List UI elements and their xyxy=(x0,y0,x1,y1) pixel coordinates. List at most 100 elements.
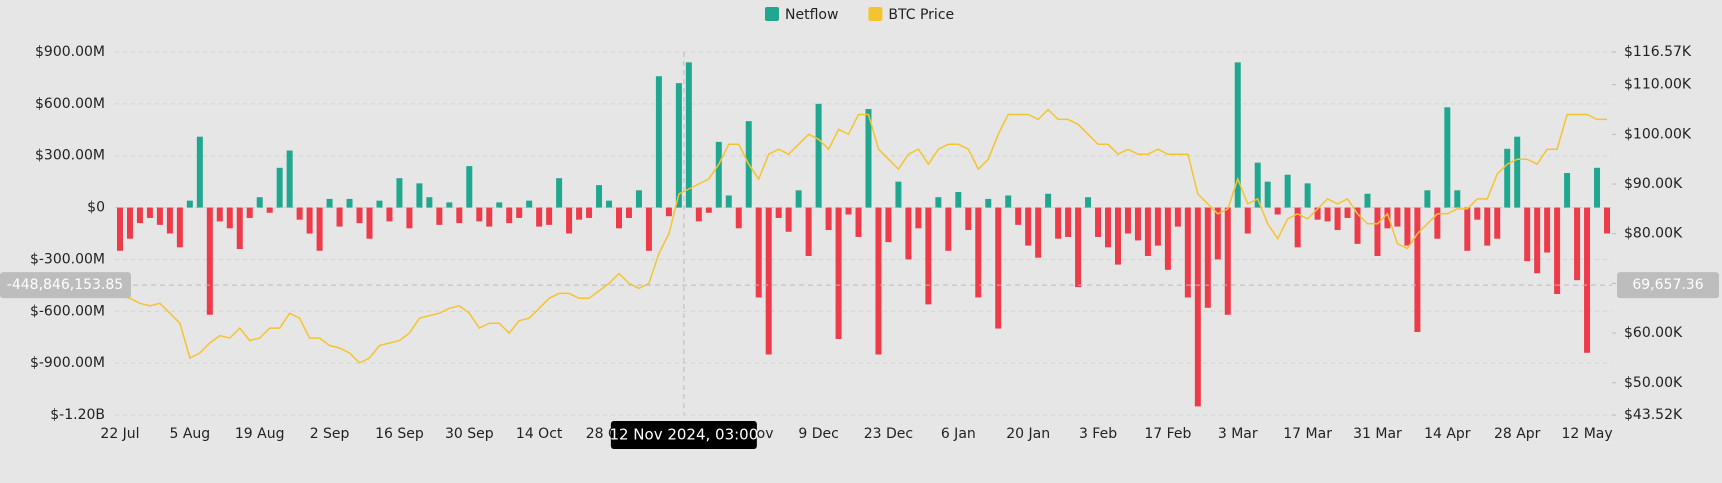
bar xyxy=(426,197,433,208)
bar xyxy=(516,207,523,218)
legend-label[interactable]: Netflow xyxy=(785,7,838,23)
bar xyxy=(1484,207,1491,246)
x-tick-label: 22 Jul xyxy=(100,426,139,442)
y2-tick-label: $43.52K xyxy=(1624,407,1683,423)
bar xyxy=(1124,207,1131,234)
bar xyxy=(1564,173,1571,208)
bar xyxy=(1314,207,1321,220)
bar xyxy=(376,200,383,208)
bar xyxy=(276,167,283,208)
bar xyxy=(995,207,1002,329)
bar xyxy=(945,207,952,251)
bar xyxy=(606,200,613,208)
x-tick-label: 6 Jan xyxy=(941,426,976,442)
bar xyxy=(1065,207,1072,237)
bar xyxy=(436,207,443,225)
x-tick-label: 20 Jan xyxy=(1006,426,1050,442)
x-tick-label: 17 Feb xyxy=(1144,426,1191,442)
bar xyxy=(665,207,672,217)
bar xyxy=(635,190,642,208)
y2-tick-label: $116.57K xyxy=(1624,44,1692,60)
bar xyxy=(935,197,942,208)
bar xyxy=(266,207,273,213)
bar xyxy=(1514,136,1521,208)
bar xyxy=(1524,207,1531,262)
bar xyxy=(785,207,792,232)
bar xyxy=(755,207,762,298)
bar xyxy=(1234,62,1241,208)
bar xyxy=(136,207,143,224)
bar xyxy=(1384,207,1391,229)
bar xyxy=(775,207,782,218)
bar xyxy=(1304,183,1311,208)
bar xyxy=(855,207,862,237)
bar xyxy=(885,207,892,243)
bar xyxy=(306,207,313,234)
y2-tick-label: $60.00K xyxy=(1624,325,1683,341)
bar xyxy=(456,207,463,224)
x-tick-label: 3 Feb xyxy=(1079,426,1117,442)
bar xyxy=(1204,207,1211,308)
bar xyxy=(985,198,992,208)
bar xyxy=(366,207,373,239)
y2-tick-label: $90.00K xyxy=(1624,176,1683,192)
bar xyxy=(1095,207,1102,237)
bar xyxy=(556,178,563,208)
bar xyxy=(1444,107,1451,208)
crosshair-y-box xyxy=(0,272,131,299)
legend-swatch[interactable] xyxy=(868,7,883,21)
y2-tick-label: $50.00K xyxy=(1624,375,1683,391)
bar xyxy=(1494,207,1501,239)
bar xyxy=(685,62,692,208)
bar xyxy=(805,207,812,256)
price-line xyxy=(119,108,1607,364)
bar xyxy=(236,207,243,250)
bar xyxy=(1374,207,1381,256)
x-tick-label: 28 Apr xyxy=(1494,426,1541,442)
bar xyxy=(1274,207,1281,215)
bar xyxy=(975,207,982,298)
bar xyxy=(1434,207,1441,239)
bar xyxy=(1055,207,1062,239)
bar xyxy=(705,207,712,213)
bar xyxy=(316,207,323,251)
bar xyxy=(1504,148,1511,208)
bar xyxy=(1184,207,1191,298)
bar xyxy=(1294,207,1301,248)
bar xyxy=(925,207,932,305)
y-tick-label: $-1.20B xyxy=(50,407,105,423)
legend-label[interactable]: BTC Price xyxy=(888,7,954,23)
bar xyxy=(1085,197,1092,208)
bar xyxy=(1604,207,1611,234)
y-tick-label: $-600.00M xyxy=(30,303,105,319)
bar xyxy=(1404,207,1411,246)
y2-tick-label: $100.00K xyxy=(1624,126,1692,142)
bar xyxy=(1574,207,1581,281)
bar xyxy=(166,207,173,234)
bar xyxy=(1324,207,1331,222)
bar xyxy=(1264,181,1271,208)
x-tick-label: 19 Aug xyxy=(235,426,285,442)
bar xyxy=(725,195,732,208)
x-tick-label: 30 Sep xyxy=(445,426,494,442)
bar xyxy=(156,207,163,225)
legend-swatch[interactable] xyxy=(765,7,779,21)
bar xyxy=(1464,207,1471,251)
bar xyxy=(1035,207,1042,258)
bar xyxy=(835,207,842,339)
bar xyxy=(1015,207,1022,225)
bar xyxy=(1244,207,1251,234)
x-tick-label: 16 Sep xyxy=(375,426,424,442)
bar xyxy=(226,207,233,229)
bar xyxy=(1414,207,1421,333)
x-tick-label: 17 Mar xyxy=(1283,426,1332,442)
crosshair-y2-label: 69,657.36 xyxy=(1632,277,1703,293)
bar xyxy=(1454,190,1461,208)
bar xyxy=(1354,207,1361,244)
bar xyxy=(216,207,223,222)
bar xyxy=(865,109,872,208)
bar xyxy=(1105,207,1112,248)
